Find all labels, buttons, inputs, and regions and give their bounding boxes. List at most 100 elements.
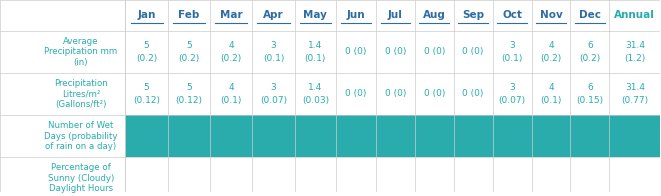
Text: May: May <box>303 10 327 20</box>
Text: 3: 3 <box>270 41 276 50</box>
Text: 1: 1 <box>587 125 593 134</box>
Text: 0: 0 <box>432 125 437 134</box>
Text: Feb: Feb <box>178 10 200 20</box>
Text: (4%): (4%) <box>178 138 200 147</box>
Text: (3%): (3%) <box>136 138 157 147</box>
Text: (3%): (3%) <box>579 138 601 147</box>
Text: 31.4: 31.4 <box>625 41 645 50</box>
Text: 72: 72 <box>141 167 152 176</box>
Text: (0%): (0%) <box>424 138 445 147</box>
Text: 77: 77 <box>467 167 479 176</box>
Text: 0 (0): 0 (0) <box>345 47 367 56</box>
Text: Annual: Annual <box>615 10 655 20</box>
Text: 0: 0 <box>353 125 359 134</box>
Text: 4: 4 <box>229 41 234 50</box>
Text: (24): (24) <box>347 180 365 189</box>
Text: (31): (31) <box>264 180 283 189</box>
Text: Jul: Jul <box>388 10 403 20</box>
Text: Percentage of
Sunny (Cloudy)
Daylight Hours: Percentage of Sunny (Cloudy) Daylight Ho… <box>48 163 114 193</box>
Text: 31.4: 31.4 <box>625 83 645 92</box>
Text: Sep: Sep <box>462 10 485 20</box>
Text: Jun: Jun <box>346 10 366 20</box>
Text: (0%): (0%) <box>385 138 406 147</box>
Text: Oct: Oct <box>502 10 522 20</box>
Text: 77 (23): 77 (23) <box>619 174 651 183</box>
Text: (0%): (0%) <box>305 138 326 147</box>
Text: (0%): (0%) <box>501 138 523 147</box>
Text: (31): (31) <box>222 180 241 189</box>
Text: (0.15): (0.15) <box>576 96 603 105</box>
Text: (0.2): (0.2) <box>221 54 242 63</box>
Text: 6: 6 <box>587 83 593 92</box>
Text: (19): (19) <box>503 180 522 189</box>
Text: (0%): (0%) <box>263 138 284 147</box>
Text: (0.2): (0.2) <box>136 54 157 63</box>
Text: 0 (0): 0 (0) <box>345 89 367 98</box>
Text: 3: 3 <box>509 83 515 92</box>
Text: (0.03): (0.03) <box>302 96 329 105</box>
Text: (3%): (3%) <box>221 138 242 147</box>
Text: 5: 5 <box>143 41 149 50</box>
Text: 4: 4 <box>548 83 554 92</box>
Text: (0.2): (0.2) <box>178 54 200 63</box>
Text: 0: 0 <box>313 125 318 134</box>
Text: (31): (31) <box>580 180 599 189</box>
Text: (0.12): (0.12) <box>133 96 160 105</box>
Text: (23): (23) <box>464 180 483 189</box>
Text: 1: 1 <box>186 125 192 134</box>
Text: Jan: Jan <box>137 10 156 20</box>
Text: 0: 0 <box>270 125 276 134</box>
Text: Average
Precipitation mm
(in): Average Precipitation mm (in) <box>44 37 118 67</box>
Text: 0 (0): 0 (0) <box>424 47 445 56</box>
Text: 0 (0): 0 (0) <box>385 47 406 56</box>
Text: 6: 6 <box>587 41 593 50</box>
Text: (0.2): (0.2) <box>540 54 562 63</box>
FancyBboxPatch shape <box>126 115 660 157</box>
Text: 5: 5 <box>186 41 192 50</box>
Text: 82: 82 <box>390 167 401 176</box>
Text: 69: 69 <box>183 167 195 176</box>
Text: 0 (0): 0 (0) <box>424 89 445 98</box>
Text: 1: 1 <box>228 125 234 134</box>
Text: (0.1): (0.1) <box>263 54 284 63</box>
Text: 86: 86 <box>428 167 440 176</box>
Text: 4: 4 <box>548 41 554 50</box>
Text: (0%): (0%) <box>463 138 484 147</box>
Text: 76: 76 <box>350 167 362 176</box>
Text: (0.1): (0.1) <box>540 96 562 105</box>
Text: (31): (31) <box>180 180 198 189</box>
Text: 0: 0 <box>509 125 515 134</box>
Text: (0.12): (0.12) <box>175 96 202 105</box>
Text: (0.1): (0.1) <box>501 54 523 63</box>
Text: 3: 3 <box>509 41 515 50</box>
Text: 69: 69 <box>268 167 280 176</box>
Text: (23): (23) <box>306 180 325 189</box>
Text: 1: 1 <box>143 125 149 134</box>
Text: Apr: Apr <box>263 10 284 20</box>
Text: (0%): (0%) <box>540 138 562 147</box>
Text: (0.2): (0.2) <box>579 54 600 63</box>
Text: 0 (0): 0 (0) <box>463 89 484 98</box>
Text: (28): (28) <box>137 180 156 189</box>
Text: (1.2): (1.2) <box>624 54 645 63</box>
Text: 69: 69 <box>584 167 596 176</box>
Text: Dec: Dec <box>579 10 601 20</box>
Text: Precipitation
Litres/m²
(Gallons/ft²): Precipitation Litres/m² (Gallons/ft²) <box>54 79 108 109</box>
Text: 0 (0): 0 (0) <box>385 89 406 98</box>
Text: 3: 3 <box>270 83 276 92</box>
Text: 4 (1%): 4 (1%) <box>620 132 650 141</box>
Text: (25): (25) <box>542 180 560 189</box>
Text: 0: 0 <box>470 125 476 134</box>
Text: 5: 5 <box>143 83 149 92</box>
Text: 0 (0): 0 (0) <box>463 47 484 56</box>
Text: 5: 5 <box>186 83 192 92</box>
Text: 75: 75 <box>545 167 557 176</box>
Text: (18): (18) <box>386 180 405 189</box>
Text: 4: 4 <box>229 83 234 92</box>
Text: 81: 81 <box>506 167 518 176</box>
Text: 69: 69 <box>225 167 237 176</box>
Text: 1.4: 1.4 <box>308 41 323 50</box>
Text: 1.4: 1.4 <box>308 83 323 92</box>
Text: Mar: Mar <box>220 10 243 20</box>
Text: (0.1): (0.1) <box>305 54 326 63</box>
